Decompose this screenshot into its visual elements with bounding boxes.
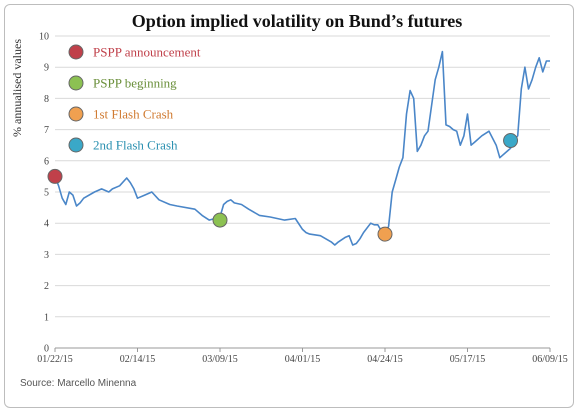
x-tick-label: 05/17/15	[450, 354, 486, 365]
legend-label: 2nd Flash Crash	[93, 138, 178, 153]
series-line	[54, 50, 550, 246]
y-tick-label: 0	[44, 344, 49, 355]
legend-swatch	[68, 44, 84, 60]
y-tick-label: 7	[44, 125, 49, 136]
event-marker	[503, 133, 519, 149]
chart-frame	[4, 4, 574, 408]
y-tick-label: 4	[44, 219, 49, 230]
x-tick-label: 04/01/15	[285, 354, 321, 365]
legend-swatch	[68, 75, 84, 91]
source-note: Source: Marcello Minenna	[20, 378, 137, 389]
legend-swatch	[68, 106, 84, 122]
y-axis-title: % annualised values	[10, 39, 24, 137]
x-tick-label: 03/09/15	[202, 354, 238, 365]
y-tick-label: 3	[44, 250, 49, 261]
event-marker	[212, 212, 228, 228]
event-markers	[47, 133, 519, 242]
x-tick-label: 01/22/15	[37, 354, 73, 365]
y-tick-label: 1	[44, 312, 49, 323]
y-tick-label: 2	[44, 281, 49, 292]
legend: PSPP announcement PSPP beginning 1st Flash…	[68, 44, 201, 153]
y-tick-label: 5	[44, 188, 49, 199]
y-tick-label: 8	[44, 94, 49, 105]
legend-label: PSPP beginning	[93, 76, 177, 91]
y-tick-label: 10	[39, 32, 49, 43]
legend-label: 1st Flash Crash	[93, 107, 174, 122]
x-tick-label: 02/14/15	[120, 354, 156, 365]
legend-label: PSPP announcement	[93, 45, 201, 60]
y-tick-label: 9	[44, 63, 49, 74]
chart-title: Option implied volatility on Bund’s futu…	[132, 11, 463, 31]
y-tick-label: 6	[44, 156, 49, 167]
event-marker	[47, 168, 63, 184]
x-tick-label: 04/24/15	[367, 354, 403, 365]
series-layer	[54, 50, 550, 246]
axes: 0 1 2 3 4 5 6 7 8 9 10 01/22/15 02/14/15 03/09/15 04/0…	[37, 32, 568, 366]
event-marker	[377, 226, 393, 242]
legend-swatch	[68, 137, 84, 153]
x-tick-label: 06/09/15	[532, 354, 568, 365]
